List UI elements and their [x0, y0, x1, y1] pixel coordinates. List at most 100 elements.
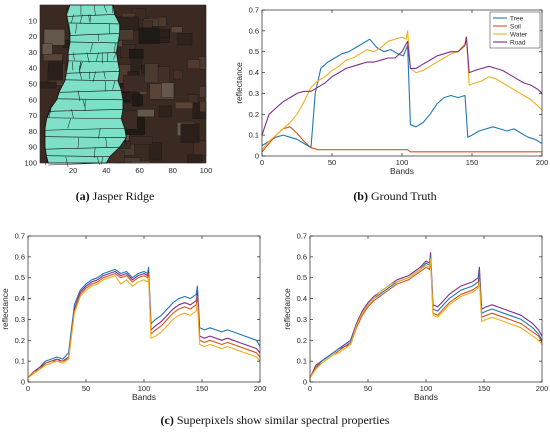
terrain-patch	[158, 105, 172, 118]
y-tick-label: 90	[29, 143, 37, 152]
superpixel-chart-right: 0 50 100 150 200 0 0.1 0.2 0.3 0.4 0.5 0.6 0.7 Bands r…	[282, 232, 549, 403]
terrain-patch	[42, 43, 53, 55]
y-tick-label: 40	[29, 64, 37, 73]
superpixel-boundary	[105, 137, 108, 148]
series-line-2	[27, 272, 261, 379]
terrain-patch	[43, 53, 63, 61]
superpixel-boundary	[71, 14, 74, 24]
y-tick-label: 20	[29, 32, 37, 41]
terrain-patch	[180, 123, 200, 143]
x-tick-label: 0	[26, 384, 30, 393]
superpixel-boundary	[68, 60, 119, 63]
superpixel-boundary	[56, 98, 124, 101]
x-tick-label: 80	[169, 166, 177, 175]
caption-b-text: Ground Truth	[370, 189, 437, 203]
superpixel-boundary	[95, 52, 99, 62]
series-line-3	[309, 258, 543, 379]
series-line-tree	[261, 38, 543, 149]
ground-truth-chart: 0 50 100 150 200 0 0.1 0.2 0.3 0.4 0.5 0.6 0.7 Bands r…	[234, 6, 549, 177]
terrain-patch	[128, 48, 144, 59]
series-line-1	[309, 256, 543, 379]
y-tick-label: 0.2	[15, 336, 25, 345]
y-tick-label: 0.3	[15, 315, 25, 324]
superpixel-boundary	[64, 79, 119, 82]
y-tick-label: 0.1	[297, 357, 307, 366]
superpixel-boundary	[90, 42, 93, 53]
y-axis-label: reflectance	[234, 62, 244, 104]
superpixel-boundary	[48, 109, 52, 118]
y-tick-label: 0.4	[297, 294, 307, 303]
superpixel-boundary	[66, 71, 120, 74]
series-line-1	[27, 270, 261, 379]
terrain-patch	[48, 60, 63, 81]
superpixel-boundary	[86, 52, 90, 63]
superpixel-boundary	[71, 109, 74, 119]
y-tick-label: 0.4	[249, 68, 259, 77]
superpixel-boundary	[49, 108, 124, 112]
superpixel-boundary	[68, 23, 71, 36]
series-line-road	[261, 36, 543, 136]
y-tick-label: 100	[24, 159, 37, 168]
superpixel-boundary	[44, 136, 127, 139]
legend-label-road: Road	[510, 39, 526, 46]
legend-label-soil: Soil	[510, 23, 521, 30]
x-tick-label: 200	[254, 384, 267, 393]
terrain-patch	[138, 27, 160, 44]
y-tick-label: 0	[21, 378, 25, 387]
superpixel-boundary	[69, 33, 120, 36]
caption-a-tag: (a)	[75, 189, 90, 203]
terrain-patch	[199, 101, 207, 113]
y-tick-label: 0.1	[249, 131, 259, 140]
caption-c-tag: (c)	[160, 413, 174, 427]
x-tick-label: 200	[536, 158, 549, 167]
terrain-patch	[39, 81, 57, 89]
series-line-0	[309, 252, 543, 379]
x-tick-label: 150	[466, 158, 479, 167]
x-tick-label: 50	[364, 384, 372, 393]
terrain-patch	[161, 82, 174, 98]
superpixel-boundary	[73, 52, 75, 61]
x-tick-label: 100	[138, 384, 151, 393]
panel-c-left: 0 50 100 150 200 0 0.1 0.2 0.3 0.4 0.5 0.6 0.7 Bands r…	[0, 228, 270, 410]
superpixel-boundary	[65, 156, 69, 168]
superpixel-boundary	[98, 128, 101, 139]
superpixel-boundary	[113, 42, 116, 54]
caption-b: (b) Ground Truth	[290, 189, 500, 204]
y-tick-label: 0.6	[249, 26, 259, 35]
y-tick-label: 0	[303, 378, 307, 387]
x-tick-label: 200	[536, 384, 549, 393]
caption-c: (c) Superpixels show similar spectral pr…	[60, 413, 490, 428]
y-tick-label: 0.7	[249, 6, 259, 15]
terrain-patch	[132, 94, 143, 107]
superpixel-boundary	[124, 137, 127, 146]
superpixel-boundary	[48, 162, 107, 166]
superpixel-boundary	[69, 41, 119, 44]
x-axis-label: Bands	[414, 392, 438, 402]
y-tick-label: 0.5	[297, 273, 307, 282]
superpixel-boundary	[82, 99, 86, 108]
terrain-patch	[187, 154, 203, 164]
terrain-patch	[199, 86, 207, 98]
superpixel-boundary	[93, 4, 96, 16]
plot-area-frame	[27, 235, 261, 383]
series-line-3	[27, 275, 261, 379]
superpixel-boundary	[103, 4, 108, 13]
terrain-patch	[193, 140, 207, 157]
superpixel-boundary	[68, 52, 117, 55]
terrain-patch	[123, 75, 148, 92]
x-tick-label: 40	[102, 166, 110, 175]
superpixel-boundary	[47, 109, 51, 118]
caption-a: (a) Jasper Ridge	[20, 189, 210, 204]
terrain-patch	[144, 63, 159, 83]
superpixel-boundary	[46, 117, 122, 120]
terrain-patch	[137, 109, 155, 117]
superpixel-boundary	[68, 22, 120, 25]
y-tick-label: 0.2	[249, 110, 259, 119]
caption-b-tag: (b)	[353, 189, 368, 203]
series-line-soil	[261, 126, 542, 153]
y-tick-label: 0.2	[297, 336, 307, 345]
terrain-patch	[149, 142, 162, 161]
plot-area-frame	[309, 235, 543, 383]
superpixel-boundary	[79, 14, 83, 24]
x-tick-label: 100	[200, 166, 213, 175]
